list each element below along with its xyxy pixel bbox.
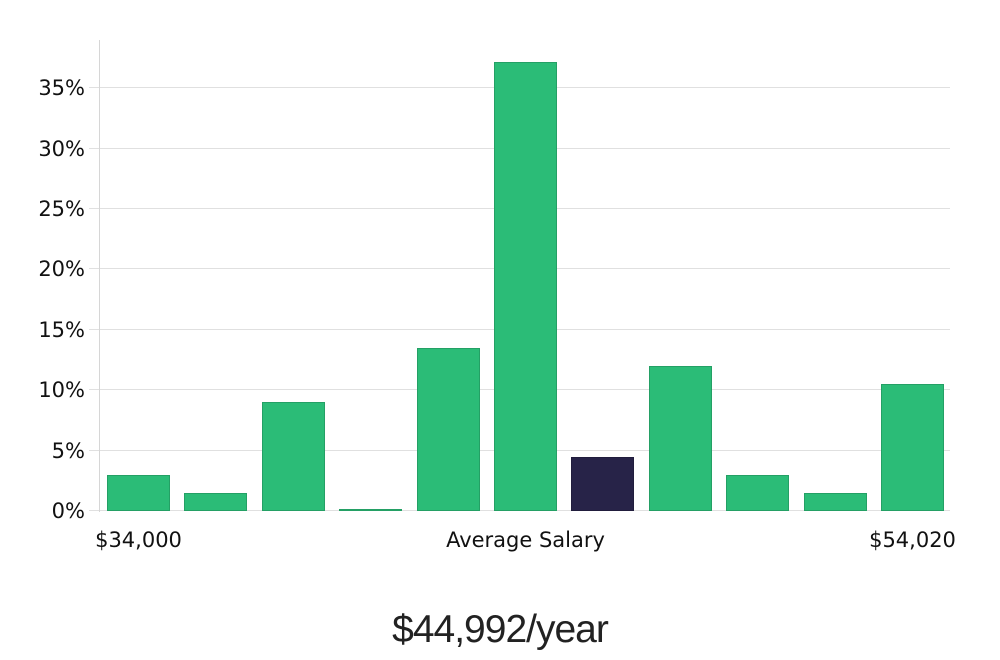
y-tick-label: 10% [38, 378, 85, 403]
y-tick-label: 0% [51, 499, 85, 523]
bar-4 [416, 347, 480, 511]
y-tick-label: 30% [38, 136, 85, 161]
x-tick-label: Average Salary [446, 528, 605, 552]
y-tick-label: 35% [38, 76, 85, 101]
bar-0 [107, 474, 170, 511]
y-axis-line [99, 40, 100, 512]
x-tick-label: $54,020 [869, 528, 956, 552]
bar-9 [803, 492, 867, 511]
y-tick-label: 25% [38, 197, 85, 222]
y-tick-label: 15% [38, 317, 85, 342]
y-tick-label: 5% [51, 438, 85, 463]
bar-3 [339, 509, 403, 511]
y-tick-label: 20% [38, 257, 85, 282]
bar-5 [494, 61, 557, 511]
highlight-bar [571, 456, 635, 511]
bar-8 [726, 474, 790, 511]
x-tick-label: $34,000 [95, 528, 182, 552]
bar-10 [881, 384, 944, 511]
bar-2 [261, 402, 325, 511]
chart-title: $44,992/year [392, 608, 609, 651]
bar-1 [184, 492, 248, 511]
bar-7 [648, 366, 712, 511]
plot-area [89, 40, 950, 511]
